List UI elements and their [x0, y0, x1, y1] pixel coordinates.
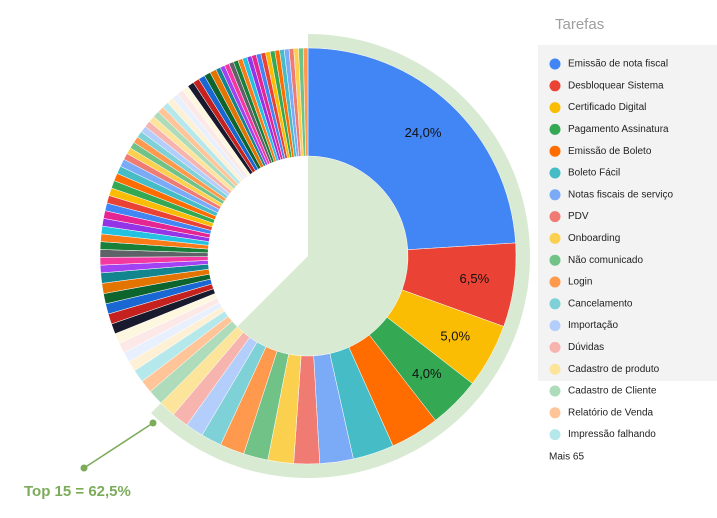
legend-swatch [549, 167, 561, 179]
legend-swatch [549, 232, 561, 244]
legend-label: Dúvidas [568, 342, 604, 353]
legend-label: Relatório de Venda [568, 407, 654, 418]
chart-title: Tarefas [555, 16, 604, 33]
legend-more: Mais 65 [549, 452, 584, 463]
legend-label: PDV [568, 211, 589, 222]
legend-label: Emissão de nota fiscal [568, 59, 668, 70]
legend-label: Cadastro de Cliente [568, 386, 657, 397]
legend-label: Emissão de Boleto [568, 146, 652, 157]
legend-label: Não comunicado [568, 255, 643, 266]
value-label: 5,0% [440, 328, 470, 343]
legend-swatch [549, 189, 561, 201]
legend-swatch [549, 429, 561, 441]
legend-label: Onboarding [568, 233, 620, 244]
legend-label: Boleto Fácil [568, 168, 620, 179]
legend-swatch [549, 211, 561, 223]
legend-label: Notas fiscais de serviço [568, 189, 673, 200]
legend-swatch [549, 102, 561, 114]
annotation-dot [80, 464, 88, 472]
legend-label: Pagamento Assinatura [568, 124, 669, 135]
legend-swatch [549, 298, 561, 310]
value-label: 24,0% [405, 125, 442, 140]
legend-swatch [549, 58, 561, 70]
legend-swatch [549, 145, 561, 157]
legend-panel [538, 45, 717, 381]
legend-label: Login [568, 277, 592, 288]
legend-label: Desbloquear Sistema [568, 80, 664, 91]
legend-swatch [549, 363, 561, 375]
legend-label: Cancelamento [568, 298, 633, 309]
donut: 24,0% 6,5% 5,0% 4,0% Emissão de nota fiscal D… [99, 34, 673, 478]
legend-swatch [549, 320, 561, 332]
legend-swatch [549, 385, 561, 397]
slice [307, 47, 516, 250]
legend-swatch [549, 123, 561, 135]
legend-label: Importação [568, 320, 618, 331]
legend-swatch [549, 407, 561, 419]
legend-label: Certificado Digital [568, 102, 646, 113]
legend-swatch [549, 80, 561, 92]
legend-label: Impressão falhando [568, 429, 656, 440]
value-label: 4,0% [412, 366, 442, 381]
annotation-line [83, 422, 154, 469]
annotation: Top 15 = 62,5% [24, 483, 131, 500]
legend-swatch [549, 254, 561, 266]
annotation-dot [149, 419, 157, 427]
legend-label: Cadastro de produto [568, 364, 660, 375]
value-label: 6,5% [460, 271, 490, 286]
legend-swatch [549, 341, 561, 353]
slice [302, 47, 309, 157]
legend-swatch [549, 276, 561, 288]
